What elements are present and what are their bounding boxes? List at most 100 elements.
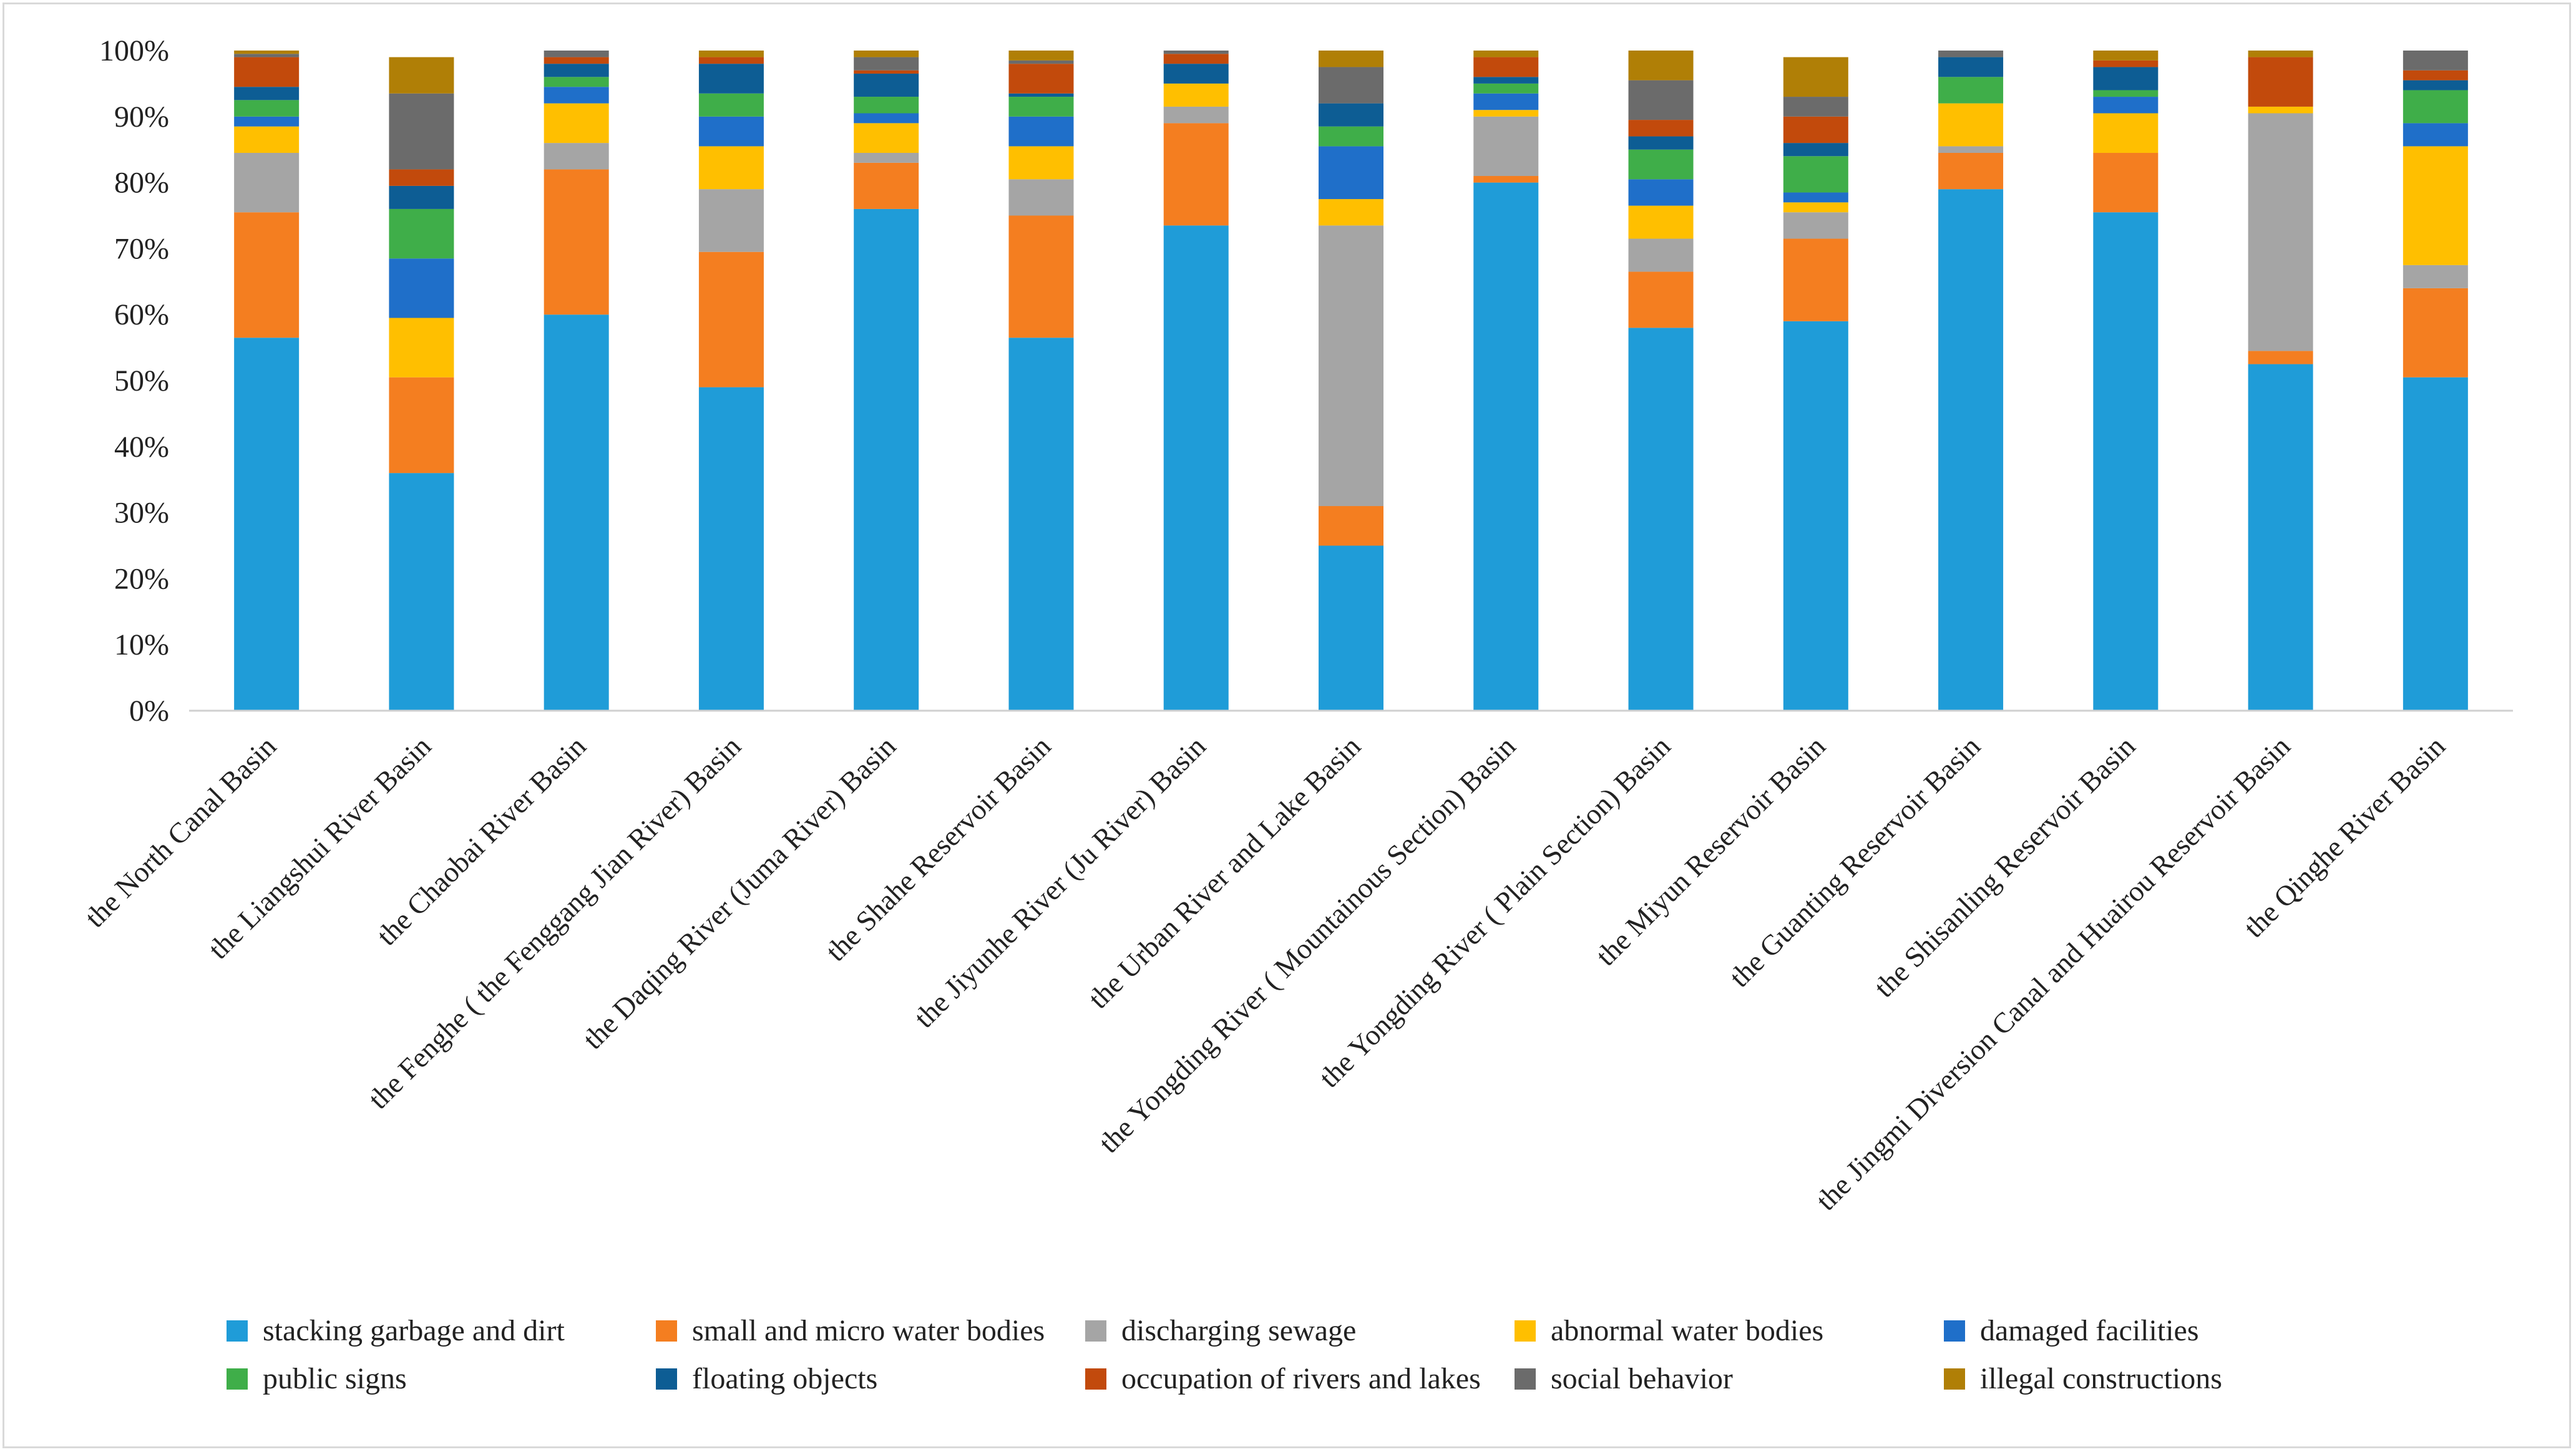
bar-segment-discharging-sewage-11: [1783, 212, 1848, 239]
y-tick-label: 80%: [114, 167, 169, 200]
bar-segment-illegal-constructions-4: [698, 51, 764, 57]
bar-segment-small-and-micro-water-bodies-6: [1008, 215, 1074, 338]
bar-segment-damaged-facilities-1: [234, 116, 300, 127]
legend-label-floating-objects: floating objects: [692, 1362, 877, 1395]
bar-segment-occupation-of-rivers-and-lakes-6: [1008, 64, 1074, 94]
bar-segment-small-and-micro-water-bodies-11: [1783, 238, 1848, 321]
bar-segment-public-signs-9: [1473, 83, 1539, 94]
bar-segment-illegal-constructions-11: [1783, 57, 1848, 97]
bar-segment-abnormal-water-bodies-15: [2403, 146, 2468, 265]
bar-segment-small-and-micro-water-bodies-10: [1628, 271, 1694, 328]
bar-segment-abnormal-water-bodies-11: [1783, 202, 1848, 213]
bar-segment-floating-objects-13: [2093, 67, 2159, 90]
legend-label-damaged-facilities: damaged facilities: [1980, 1314, 2199, 1347]
legend-label-abnormal-water-bodies: abnormal water bodies: [1551, 1314, 1823, 1347]
bar-segment-stacking-garbage-and-dirt-15: [2403, 377, 2468, 711]
bar-segment-public-signs-2: [389, 208, 454, 259]
bar-segment-floating-objects-8: [1319, 103, 1383, 127]
bar-segment-social-behavior-12: [1938, 51, 2004, 57]
bar-segment-stacking-garbage-and-dirt-13: [2093, 212, 2159, 711]
bar-segment-occupation-of-rivers-and-lakes-10: [1628, 120, 1694, 137]
bar-segment-damaged-facilities-9: [1473, 93, 1539, 110]
bar-segment-stacking-garbage-and-dirt-9: [1473, 182, 1539, 711]
bar-segment-social-behavior-11: [1783, 97, 1848, 117]
bar-segment-damaged-facilities-11: [1783, 192, 1848, 203]
bar-segment-discharging-sewage-3: [544, 143, 609, 170]
bar-segment-discharging-sewage-5: [854, 152, 919, 163]
plot-area: [234, 51, 2468, 711]
bar-segment-illegal-constructions-13: [2093, 51, 2159, 61]
bar-segment-stacking-garbage-and-dirt-1: [234, 338, 300, 711]
y-tick-label: 70%: [114, 232, 169, 265]
bar-segment-damaged-facilities-8: [1319, 146, 1383, 200]
bar-segment-occupation-of-rivers-and-lakes-9: [1473, 57, 1539, 77]
bar-segment-illegal-constructions-1: [234, 51, 300, 54]
bar-segment-discharging-sewage-10: [1628, 238, 1694, 272]
legend-swatch-illegal-constructions: [1944, 1368, 1965, 1390]
bar-segment-social-behavior-8: [1319, 67, 1383, 104]
bar-segment-public-signs-11: [1783, 156, 1848, 193]
bar-segment-social-behavior-6: [1008, 60, 1074, 64]
bar-segment-small-and-micro-water-bodies-14: [2248, 351, 2313, 364]
bar-segment-occupation-of-rivers-and-lakes-13: [2093, 60, 2159, 67]
bar-segment-floating-objects-10: [1628, 136, 1694, 150]
x-tick-label: the Guanting Reservoir Basin: [1723, 730, 1986, 993]
legend-swatch-damaged-facilities: [1944, 1320, 1965, 1342]
bar-segment-small-and-micro-water-bodies-2: [389, 377, 454, 474]
bar-segment-social-behavior-2: [389, 93, 454, 170]
legend-label-small-and-micro-water-bodies: small and micro water bodies: [692, 1314, 1045, 1347]
y-tick-label: 20%: [114, 562, 169, 595]
bar-segment-social-behavior-5: [854, 57, 919, 71]
bar-segment-public-signs-1: [234, 100, 300, 117]
bar-segment-abnormal-water-bodies-10: [1628, 205, 1694, 239]
legend-swatch-abnormal-water-bodies: [1515, 1320, 1536, 1342]
bar-segment-floating-objects-3: [544, 64, 609, 77]
bar-segment-abnormal-water-bodies-12: [1938, 103, 2004, 147]
y-axis: 0% 10% 20% 30% 40% 50% 60% 70% 80% 90% 100%: [99, 34, 169, 728]
bar-segment-discharging-sewage-12: [1938, 146, 2004, 153]
bar-segment-floating-objects-4: [698, 64, 764, 94]
bar-segment-floating-objects-11: [1783, 143, 1848, 157]
bar-segment-illegal-constructions-6: [1008, 51, 1074, 61]
bar-segment-social-behavior-7: [1163, 51, 1229, 54]
legend-label-discharging-sewage: discharging sewage: [1121, 1314, 1356, 1347]
y-tick-label: 0%: [129, 694, 169, 728]
bar-segment-small-and-micro-water-bodies-8: [1319, 506, 1383, 546]
stacked-bar-chart: 0% 10% 20% 30% 40% 50% 60% 70% 80% 90% 100% the No…: [79, 34, 2513, 1395]
legend-swatch-occupation-of-rivers-and-lakes: [1085, 1368, 1106, 1390]
bar-segment-discharging-sewage-15: [2403, 265, 2468, 288]
y-tick-label: 100%: [99, 34, 169, 67]
bar-segment-stacking-garbage-and-dirt-10: [1628, 328, 1694, 711]
bar-segment-floating-objects-1: [234, 87, 300, 100]
bar-segment-stacking-garbage-and-dirt-11: [1783, 321, 1848, 711]
bar-segment-floating-objects-12: [1938, 57, 2004, 77]
bar-segment-abnormal-water-bodies-9: [1473, 110, 1539, 117]
bar-segment-occupation-of-rivers-and-lakes-14: [2248, 57, 2313, 107]
bar-segment-damaged-facilities-13: [2093, 97, 2159, 114]
bar-segment-occupation-of-rivers-and-lakes-4: [698, 57, 764, 64]
bar-segment-stacking-garbage-and-dirt-12: [1938, 189, 2004, 711]
bar-segment-abnormal-water-bodies-1: [234, 126, 300, 153]
bar-segment-social-behavior-10: [1628, 80, 1694, 120]
bar-segment-small-and-micro-water-bodies-9: [1473, 176, 1539, 183]
bar-segment-small-and-micro-water-bodies-3: [544, 169, 609, 315]
y-tick-label: 10%: [114, 628, 169, 661]
y-tick-label: 40%: [114, 431, 169, 464]
bar-segment-floating-objects-7: [1163, 64, 1229, 84]
bar-segment-abnormal-water-bodies-3: [544, 103, 609, 144]
y-tick-label: 30%: [114, 497, 169, 530]
bar-segment-stacking-garbage-and-dirt-8: [1319, 545, 1383, 711]
bar-segment-abnormal-water-bodies-13: [2093, 113, 2159, 153]
bar-segment-abnormal-water-bodies-6: [1008, 146, 1074, 180]
bar-segment-social-behavior-1: [234, 54, 300, 57]
bar-segment-small-and-micro-water-bodies-12: [1938, 152, 2004, 190]
legend-label-illegal-constructions: illegal constructions: [1980, 1362, 2222, 1395]
bar-segment-illegal-constructions-10: [1628, 51, 1694, 80]
bar-segment-damaged-facilities-15: [2403, 123, 2468, 147]
bar-segment-abnormal-water-bodies-5: [854, 123, 919, 153]
bar-segment-occupation-of-rivers-and-lakes-3: [544, 57, 609, 64]
bar-segment-damaged-facilities-2: [389, 258, 454, 318]
bar-segment-discharging-sewage-9: [1473, 116, 1539, 177]
x-tick-label: the Shisanling Reservoir Basin: [1868, 730, 2141, 1003]
